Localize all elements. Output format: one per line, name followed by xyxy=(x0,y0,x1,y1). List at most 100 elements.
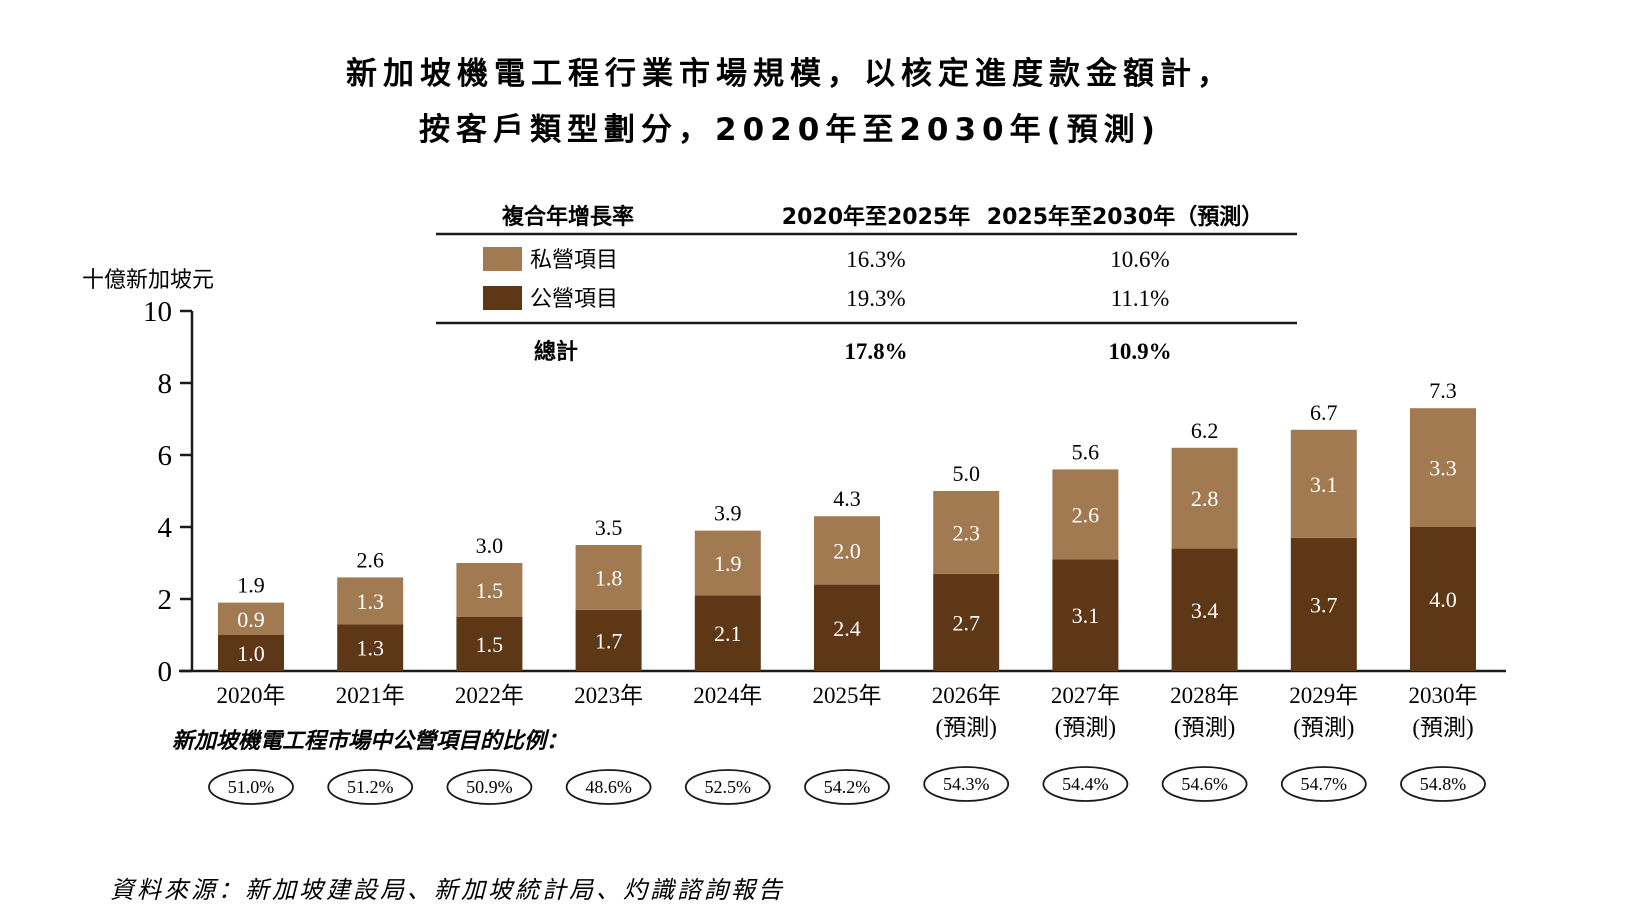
cagr-header-period2: 2025年至2030年（預測） xyxy=(987,204,1263,230)
public-share-oval-7 xyxy=(1042,766,1129,802)
bar-private-4 xyxy=(694,530,761,596)
bar-total-label-8: 6.2 xyxy=(1191,418,1219,443)
y-tick-label-0: 0 xyxy=(158,656,173,688)
public-share-title: 新加坡機電工程市場中公營項目的比例： xyxy=(172,728,568,754)
x-ticks: 2020年 2021年 2022年 2023年 2024年 2025年 2026年 (預測) 2… xyxy=(217,683,1478,740)
bar-private-label-10: 3.3 xyxy=(1429,456,1457,481)
legend-swatch-private xyxy=(483,247,522,271)
x-tick-label-3: 2023年 xyxy=(574,683,643,708)
y-tick-label-3: 6 xyxy=(158,440,173,472)
bar-private-label-1: 1.3 xyxy=(356,589,384,614)
bar-private-1 xyxy=(337,577,404,625)
bar-total-label-10: 7.3 xyxy=(1429,378,1457,403)
bar-public-4 xyxy=(694,595,761,671)
x-tick-label-9: 2029年 xyxy=(1289,683,1358,708)
bar-public-5 xyxy=(814,584,880,671)
bar-public-label-4: 2.1 xyxy=(714,621,742,646)
bar-private-label-6: 2.3 xyxy=(952,520,980,545)
public-share-oval-1 xyxy=(327,769,414,805)
bar-public-3 xyxy=(575,609,642,671)
bar-public-label-1: 1.3 xyxy=(356,636,384,661)
bar-total-label-6: 5.0 xyxy=(952,461,980,486)
bar-private-2 xyxy=(456,563,523,617)
bar-total-label-5: 4.3 xyxy=(833,486,861,511)
bar-private-label-8: 2.8 xyxy=(1191,486,1219,511)
x-tick-label-2: 2022年 xyxy=(455,683,524,708)
x-tick-label-10: 2030年 xyxy=(1409,683,1478,708)
public-share-oval-10 xyxy=(1400,766,1486,802)
public-share-oval-8 xyxy=(1161,766,1248,802)
public-share-oval-3 xyxy=(565,769,652,805)
bar-total-label-4: 3.9 xyxy=(714,501,742,526)
cagr-header-period1: 2020年至2025年 xyxy=(782,204,970,230)
bar-public-0 xyxy=(218,635,284,671)
legend-label-public: 公營項目 xyxy=(530,287,618,312)
bar-private-label-3: 1.8 xyxy=(595,565,623,590)
cagr-public-period1: 19.3% xyxy=(846,286,905,311)
public-share-oval-5 xyxy=(804,769,890,805)
bar-public-label-5: 2.4 xyxy=(833,616,861,641)
bar-public-label-8: 3.4 xyxy=(1191,598,1219,623)
x-tick-note-9: (預測) xyxy=(1293,715,1354,740)
cagr-total-label: 總計 xyxy=(534,339,578,365)
bar-private-5 xyxy=(814,516,880,585)
y-ticks: 0 2 4 6 8 10 xyxy=(143,296,192,688)
x-tick-label-4: 2024年 xyxy=(693,683,762,708)
cagr-public-period2: 11.1% xyxy=(1111,286,1170,311)
public-share-label-4: 52.5% xyxy=(705,777,752,797)
bar-private-label-2: 1.5 xyxy=(476,578,504,603)
bar-private-9 xyxy=(1290,429,1357,538)
bar-public-1 xyxy=(337,624,404,671)
x-tick-note-10: (預測) xyxy=(1412,715,1473,740)
x-tick-label-5: 2025年 xyxy=(813,683,882,708)
bar-total-label-7: 5.6 xyxy=(1072,439,1100,464)
bar-private-10 xyxy=(1410,408,1476,527)
bar-public-label-9: 3.7 xyxy=(1310,592,1338,617)
bar-public-6 xyxy=(933,573,1000,671)
public-share-oval-2 xyxy=(446,769,533,805)
public-share-label-10: 54.8% xyxy=(1420,774,1467,794)
public-share-label-2: 50.9% xyxy=(466,777,513,797)
x-tick-label-0: 2020年 xyxy=(217,683,286,708)
cagr-total-period2: 10.9% xyxy=(1108,339,1171,364)
bar-private-label-0: 0.9 xyxy=(237,607,265,632)
bar-private-label-4: 1.9 xyxy=(714,551,742,576)
y-tick-label-1: 2 xyxy=(158,584,173,616)
bar-public-10 xyxy=(1410,527,1476,671)
cagr-table: 複合年增長率 2020年至2025年 2025年至2030年（預測） 私營項目 … xyxy=(436,204,1297,365)
y-axis-unit-label: 十億新加坡元 xyxy=(82,268,214,293)
public-share-label-5: 54.2% xyxy=(824,777,871,797)
public-share-label-1: 51.2% xyxy=(347,777,394,797)
y-tick-label-5: 10 xyxy=(143,296,172,328)
y-tick-label-2: 4 xyxy=(158,512,173,544)
bar-private-0 xyxy=(218,602,284,635)
chart-title-line1: 新加坡機電工程行業市場規模，以核定進度款金額計， xyxy=(346,56,1234,92)
bar-public-label-10: 4.0 xyxy=(1429,587,1457,612)
bar-public-label-6: 2.7 xyxy=(952,610,980,635)
bar-total-label-9: 6.7 xyxy=(1310,400,1338,425)
bar-private-6 xyxy=(933,491,1000,574)
bar-private-3 xyxy=(575,545,642,610)
public-share-oval-0 xyxy=(208,769,294,805)
y-tick-label-4: 8 xyxy=(158,368,173,400)
bar-public-label-0: 1.0 xyxy=(237,641,265,666)
chart-title-line2: 按客戶類型劃分，2020年至2030年(預測) xyxy=(419,112,1161,148)
bar-private-8 xyxy=(1171,447,1238,549)
public-share-oval-6 xyxy=(923,766,1010,802)
bar-total-label-3: 3.5 xyxy=(595,515,623,540)
bar-total-label-0: 1.9 xyxy=(237,573,265,598)
bar-private-label-5: 2.0 xyxy=(833,538,861,563)
x-tick-label-1: 2021年 xyxy=(336,683,405,708)
public-share-label-9: 54.7% xyxy=(1301,774,1348,794)
bar-public-label-2: 1.5 xyxy=(476,632,504,657)
legend-swatch-public xyxy=(483,286,522,310)
bar-total-label-1: 2.6 xyxy=(356,547,384,572)
x-tick-note-8: (預測) xyxy=(1174,715,1235,740)
public-share-ovals: 51.0% 51.2% 50.9% 48.6% 52.5% 54.2% 54.3% 54.4%… xyxy=(208,766,1486,805)
x-tick-note-6: (預測) xyxy=(936,715,997,740)
bar-private-7 xyxy=(1052,469,1119,560)
bars: 1.0 0.9 1.9 1.3 1.3 2.6 1.5 1.5 3.0 1.7 1.8 3.5 2.1 1… xyxy=(218,378,1476,671)
public-share-oval-9 xyxy=(1280,766,1367,802)
x-tick-label-7: 2027年 xyxy=(1051,683,1120,708)
